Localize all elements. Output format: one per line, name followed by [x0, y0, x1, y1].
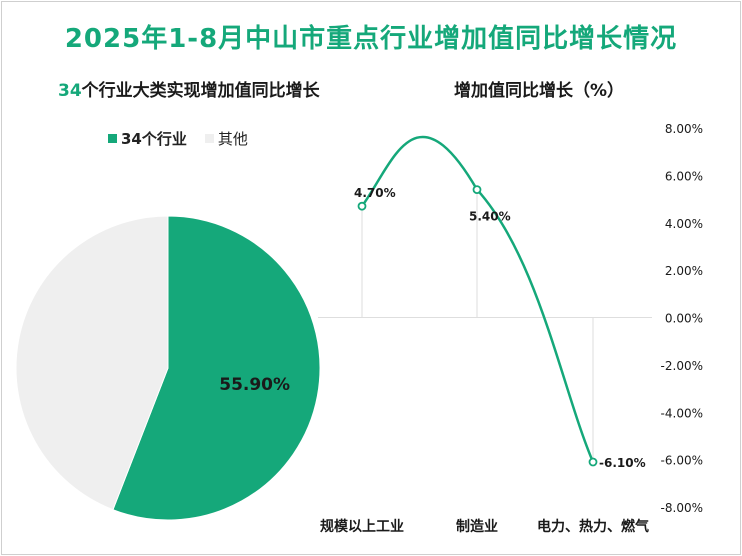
- x-category-label: 制造业: [456, 518, 498, 535]
- point-data-label: 4.70%: [354, 186, 396, 200]
- y-tick-label: 8.00%: [665, 122, 703, 136]
- y-tick-label: 6.00%: [665, 169, 703, 183]
- y-tick-label: -4.00%: [661, 406, 703, 420]
- pie-legend: 34个行业 其他: [108, 128, 266, 149]
- pie-slice-1: [15, 215, 169, 511]
- x-category-label: 电力、热力、燃气: [537, 518, 649, 535]
- pie-subtitle-text: 个行业大类实现增加值同比增长: [81, 81, 320, 101]
- line-chart-title: 增加值同比增长（%）: [454, 81, 625, 101]
- pie-data-label-0: 55.90%: [219, 375, 290, 395]
- point-data-label: 5.40%: [469, 210, 511, 224]
- legend-swatch-other: [204, 134, 214, 143]
- data-point: [472, 185, 482, 194]
- legend-item-other: 其他: [204, 128, 248, 149]
- y-tick-label: 2.00%: [665, 264, 703, 278]
- data-point: [588, 457, 598, 467]
- data-point: [357, 201, 367, 211]
- y-tick-label: 4.00%: [665, 217, 703, 231]
- pie-slice-0: [112, 215, 321, 521]
- pie-subtitle-number: 34: [58, 81, 82, 101]
- pie-subtitle: 34个行业大类实现增加值同比增长: [58, 76, 320, 101]
- legend-swatch-34-industries: [108, 134, 117, 143]
- legend-label-other: 其他: [217, 130, 248, 148]
- page-title: 2025年1-8月中山市重点行业增加值同比增长情况: [64, 24, 678, 54]
- y-tick-label: 0.00%: [665, 312, 703, 326]
- legend-item-34-industries: 34个行业: [108, 128, 187, 149]
- y-tick-label: -6.00%: [661, 454, 703, 468]
- y-tick-label: -2.00%: [661, 359, 703, 373]
- x-category-label: 规模以上工业: [320, 518, 404, 535]
- point-data-label: -6.10%: [599, 456, 646, 470]
- y-tick-label: -8.00%: [661, 501, 703, 515]
- legend-label-34-industries: 34个行业: [121, 130, 187, 148]
